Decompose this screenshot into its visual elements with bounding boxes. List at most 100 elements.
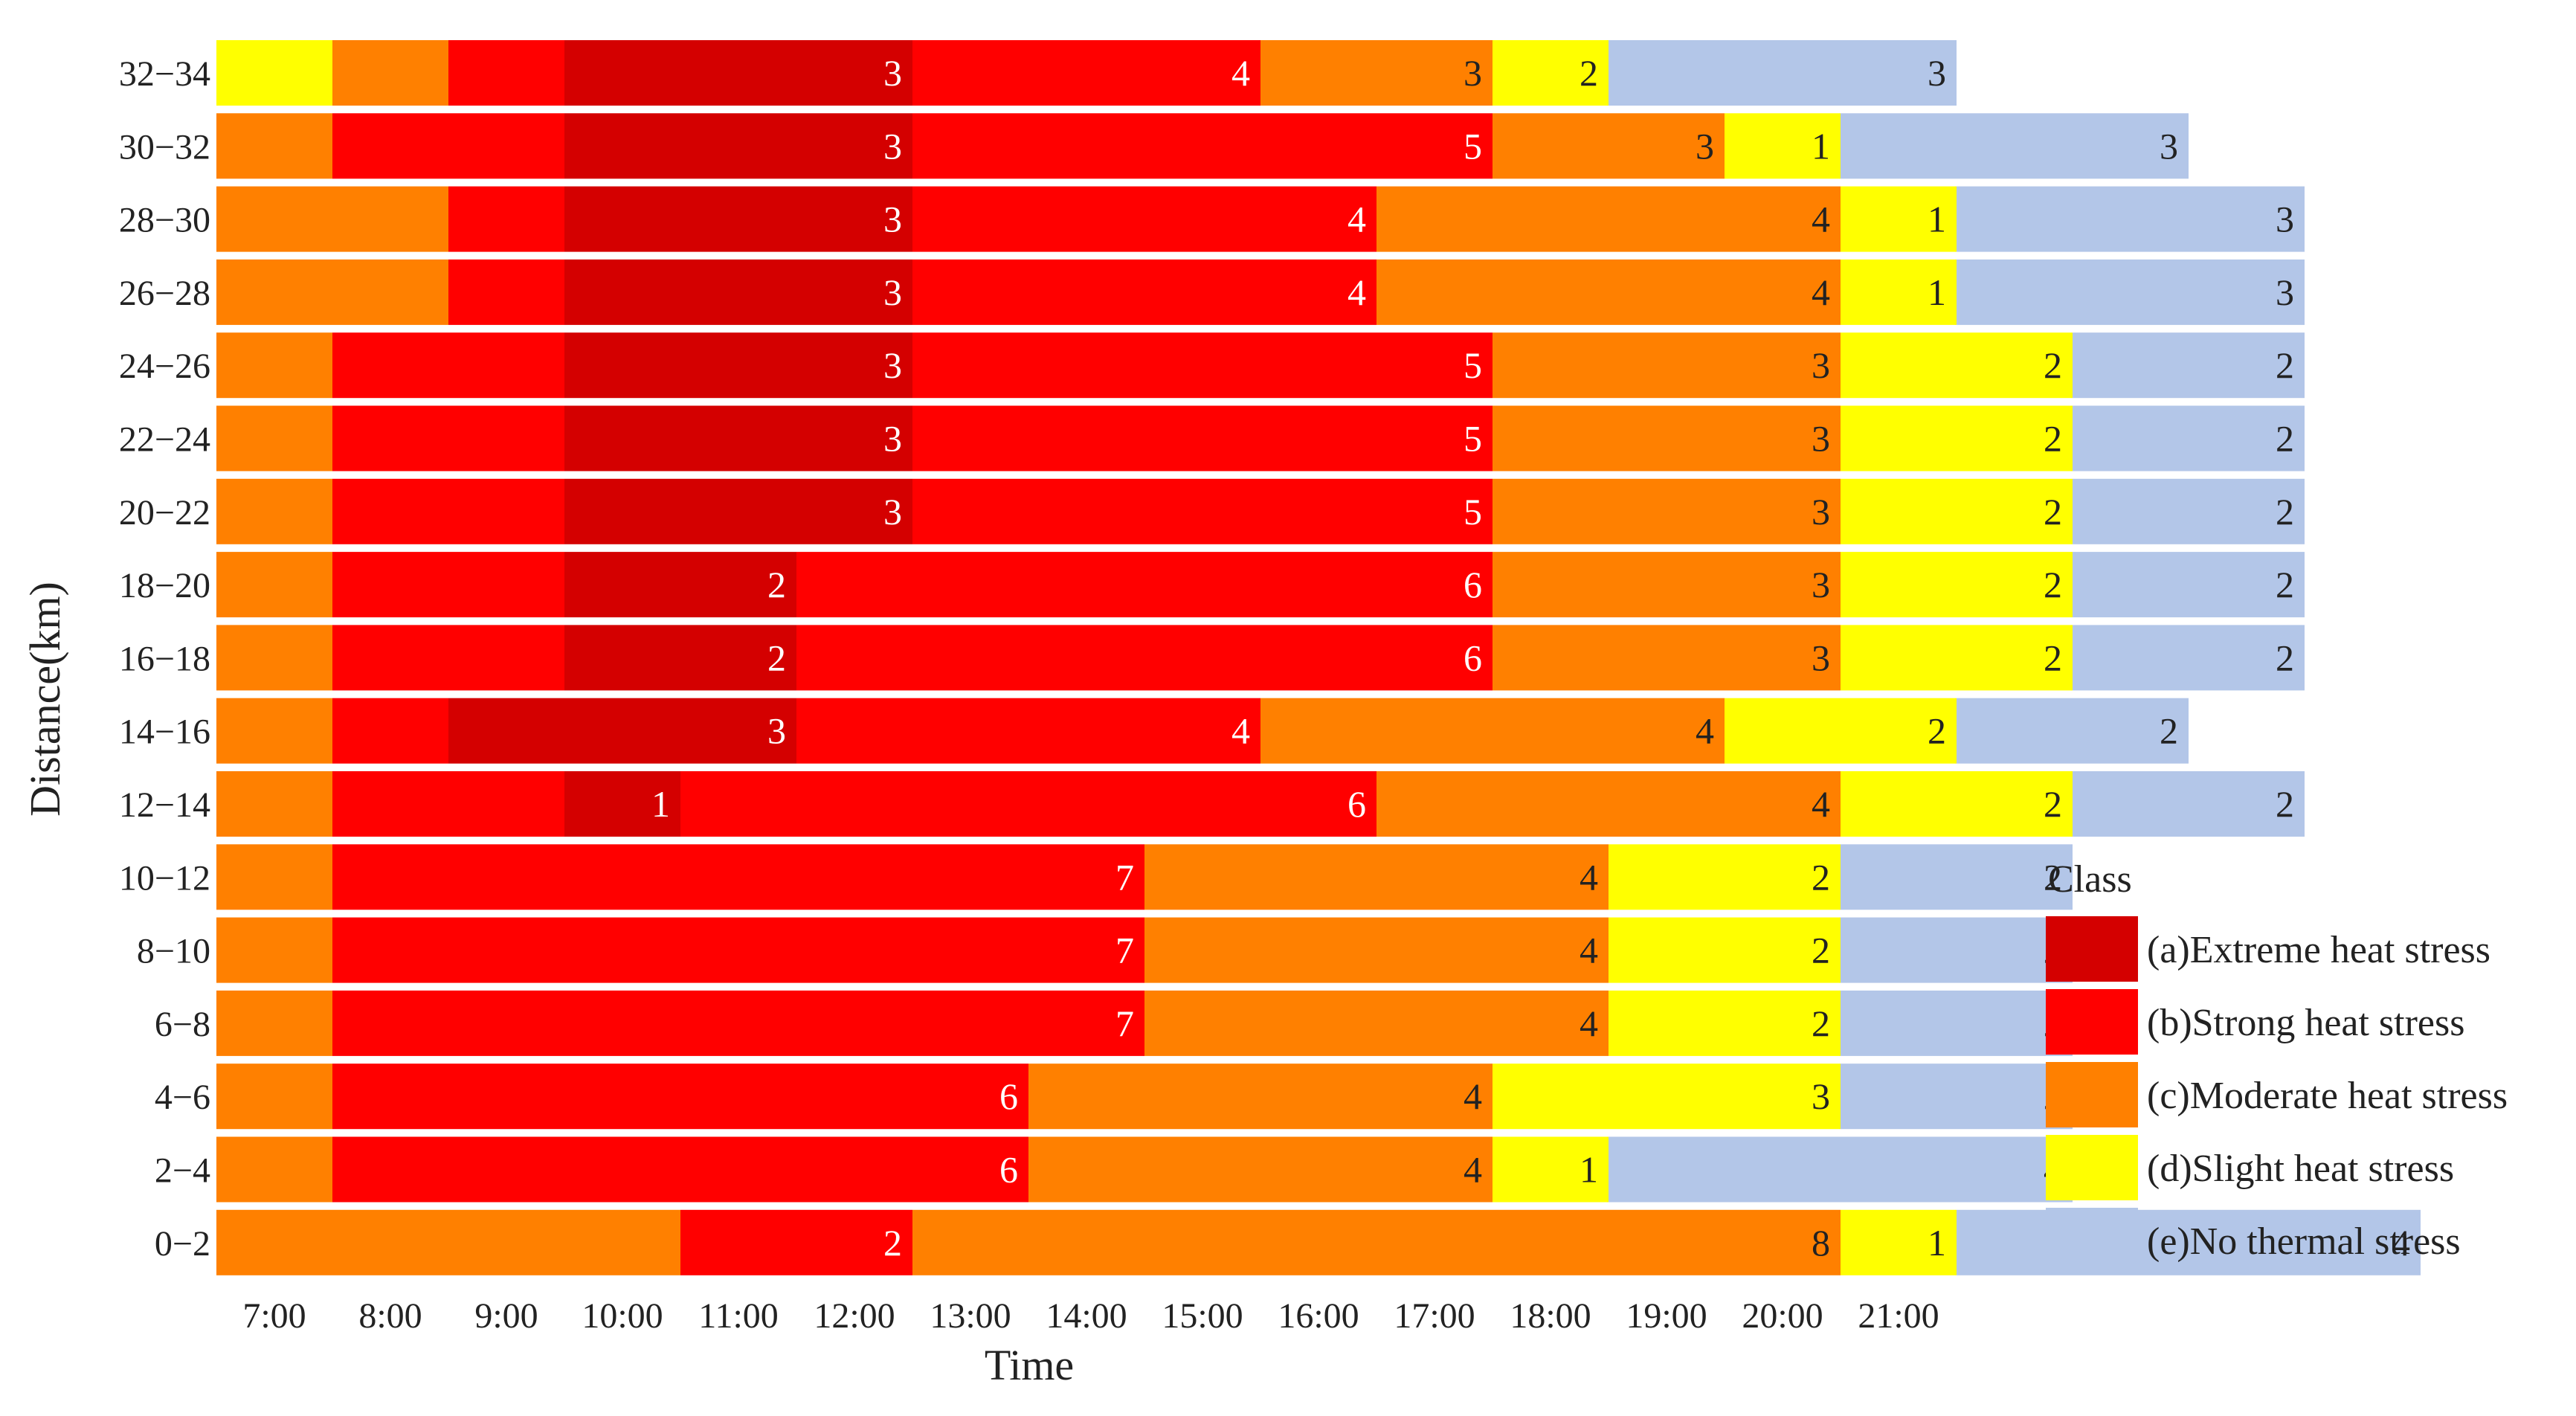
segment-count-label: 3	[1812, 418, 1830, 460]
legend-label: (e)No thermal stress	[2147, 1220, 2461, 1263]
y-tick-label: 0−2	[155, 1224, 210, 1264]
bar-segment-b	[912, 186, 1376, 252]
x-tick-label: 18:00	[1510, 1296, 1591, 1336]
segment-count-label: 4	[1696, 710, 1714, 752]
bar-segment-d	[1493, 40, 1609, 106]
segment-count-label: 7	[1115, 930, 1134, 971]
bar-segment-c	[216, 1209, 680, 1275]
segment-count-label: 4	[1812, 783, 1830, 825]
segment-count-label: 4	[1231, 710, 1250, 752]
legend-swatch	[2046, 1062, 2138, 1127]
bar-segment-d	[1841, 552, 2073, 618]
bar-segment-c	[216, 332, 332, 399]
segment-count-label: 3	[1812, 637, 1830, 678]
bar-segment-c	[1376, 259, 1841, 325]
bar-segment-d	[1725, 698, 1957, 764]
bar-segment-c	[1376, 186, 1841, 252]
bar-segment-a	[564, 405, 912, 472]
bar-segment-c	[216, 771, 332, 837]
bar-segment-a	[564, 478, 912, 544]
y-tick-label: 10−12	[119, 858, 210, 898]
legend-swatch	[2046, 1135, 2138, 1200]
bar-segment-c	[912, 1209, 1841, 1275]
segment-count-label: 4	[2392, 1222, 2410, 1264]
bar-segment-a	[564, 186, 912, 252]
bar-segment-b	[332, 917, 1144, 983]
bar-segment-e	[1841, 844, 2073, 910]
segment-count-label: 3	[2160, 125, 2178, 167]
segment-count-label: 5	[1464, 491, 1482, 532]
legend-item: (e)No thermal stress	[2046, 1208, 2461, 1273]
bar-segment-d	[1841, 259, 1957, 325]
bar-segment-b	[448, 186, 564, 252]
segment-count-label: 3	[883, 491, 902, 532]
bar-segment-b	[332, 990, 1144, 1056]
bar-segment-c	[1144, 917, 1609, 983]
bar-segment-d	[1609, 917, 1841, 983]
segment-count-label: 4	[1812, 271, 1830, 313]
segment-count-label: 4	[1580, 1003, 1598, 1044]
segment-count-label: 5	[1464, 125, 1482, 167]
y-tick-label: 2−4	[155, 1151, 210, 1191]
bar-segment-c	[216, 917, 332, 983]
bar-segment-b	[332, 113, 564, 179]
segment-count-label: 2	[1812, 1003, 1830, 1044]
legend-item: (a)Extreme heat stress	[2046, 916, 2490, 982]
bar-segment-a	[564, 113, 912, 179]
y-tick-label: 20−22	[119, 493, 210, 532]
bar-segment-d	[1725, 113, 1841, 179]
segment-count-label: 1	[651, 783, 670, 825]
x-tick-label: 9:00	[474, 1296, 538, 1336]
legend-swatch	[2046, 989, 2138, 1055]
bar-segment-b	[912, 113, 1493, 179]
bar-segment-c	[1493, 478, 1841, 544]
x-tick-label: 12:00	[814, 1296, 895, 1336]
segment-count-label: 2	[2276, 344, 2294, 386]
x-tick-label: 14:00	[1046, 1296, 1127, 1336]
bar-segment-b	[680, 1209, 912, 1275]
x-axis-tick-labels: 7:00 8:00 9:00 10:00 11:00 12:00 13:00 14:00 15:…	[242, 1296, 1939, 1336]
bar-segment-e	[2073, 405, 2305, 472]
bar-segment-b	[912, 40, 1260, 106]
y-axis-tick-labels: 32−34 30−32 28−30 26−28 24−26 22−24 20−22 18−20…	[119, 54, 210, 1264]
segment-count-label: 2	[883, 1222, 902, 1264]
legend-swatch	[2046, 1208, 2138, 1273]
legend-item: (b)Strong heat stress	[2046, 989, 2464, 1055]
bar-segment-e	[1957, 186, 2305, 252]
segment-count-label: 1	[1928, 271, 1946, 313]
bar-segment-d	[216, 40, 332, 106]
segment-count-label: 5	[1464, 344, 1482, 386]
bar-segment-b	[680, 771, 1376, 837]
segment-count-label: 3	[883, 199, 902, 240]
segment-count-label: 3	[1812, 344, 1830, 386]
segment-count-label: 4	[1580, 856, 1598, 898]
segment-count-label: 4	[1347, 271, 1366, 313]
bar-row: 3 4 4 1 3	[216, 186, 2305, 252]
segment-count-label: 2	[767, 564, 786, 605]
y-tick-label: 32−34	[119, 54, 210, 94]
segment-count-label: 1	[1928, 1222, 1946, 1264]
bar-segment-c	[216, 113, 332, 179]
bar-segment-b	[796, 698, 1260, 764]
bar-segment-b	[332, 552, 564, 618]
x-tick-label: 13:00	[930, 1296, 1011, 1336]
bar-segment-c	[216, 1063, 332, 1130]
x-tick-label: 11:00	[698, 1296, 779, 1336]
bar-segment-e	[1957, 698, 2189, 764]
segment-count-label: 2	[2160, 710, 2178, 752]
bar-segment-e	[2073, 552, 2305, 618]
segment-count-label: 6	[1347, 783, 1366, 825]
bar-segment-e	[1609, 40, 1957, 106]
bar-segment-e	[2073, 332, 2305, 399]
segment-count-label: 1	[1928, 199, 1946, 240]
bar-segment-e	[2073, 478, 2305, 544]
segment-count-label: 3	[883, 344, 902, 386]
legend: Class (a)Extreme heat stress (b)Strong he…	[2046, 858, 2508, 1273]
bar-segment-d	[1841, 625, 2073, 691]
segment-count-label: 2	[1580, 52, 1598, 94]
bar-segment-b	[332, 844, 1144, 910]
bar-segment-a	[564, 259, 912, 325]
segment-count-label: 3	[883, 271, 902, 313]
